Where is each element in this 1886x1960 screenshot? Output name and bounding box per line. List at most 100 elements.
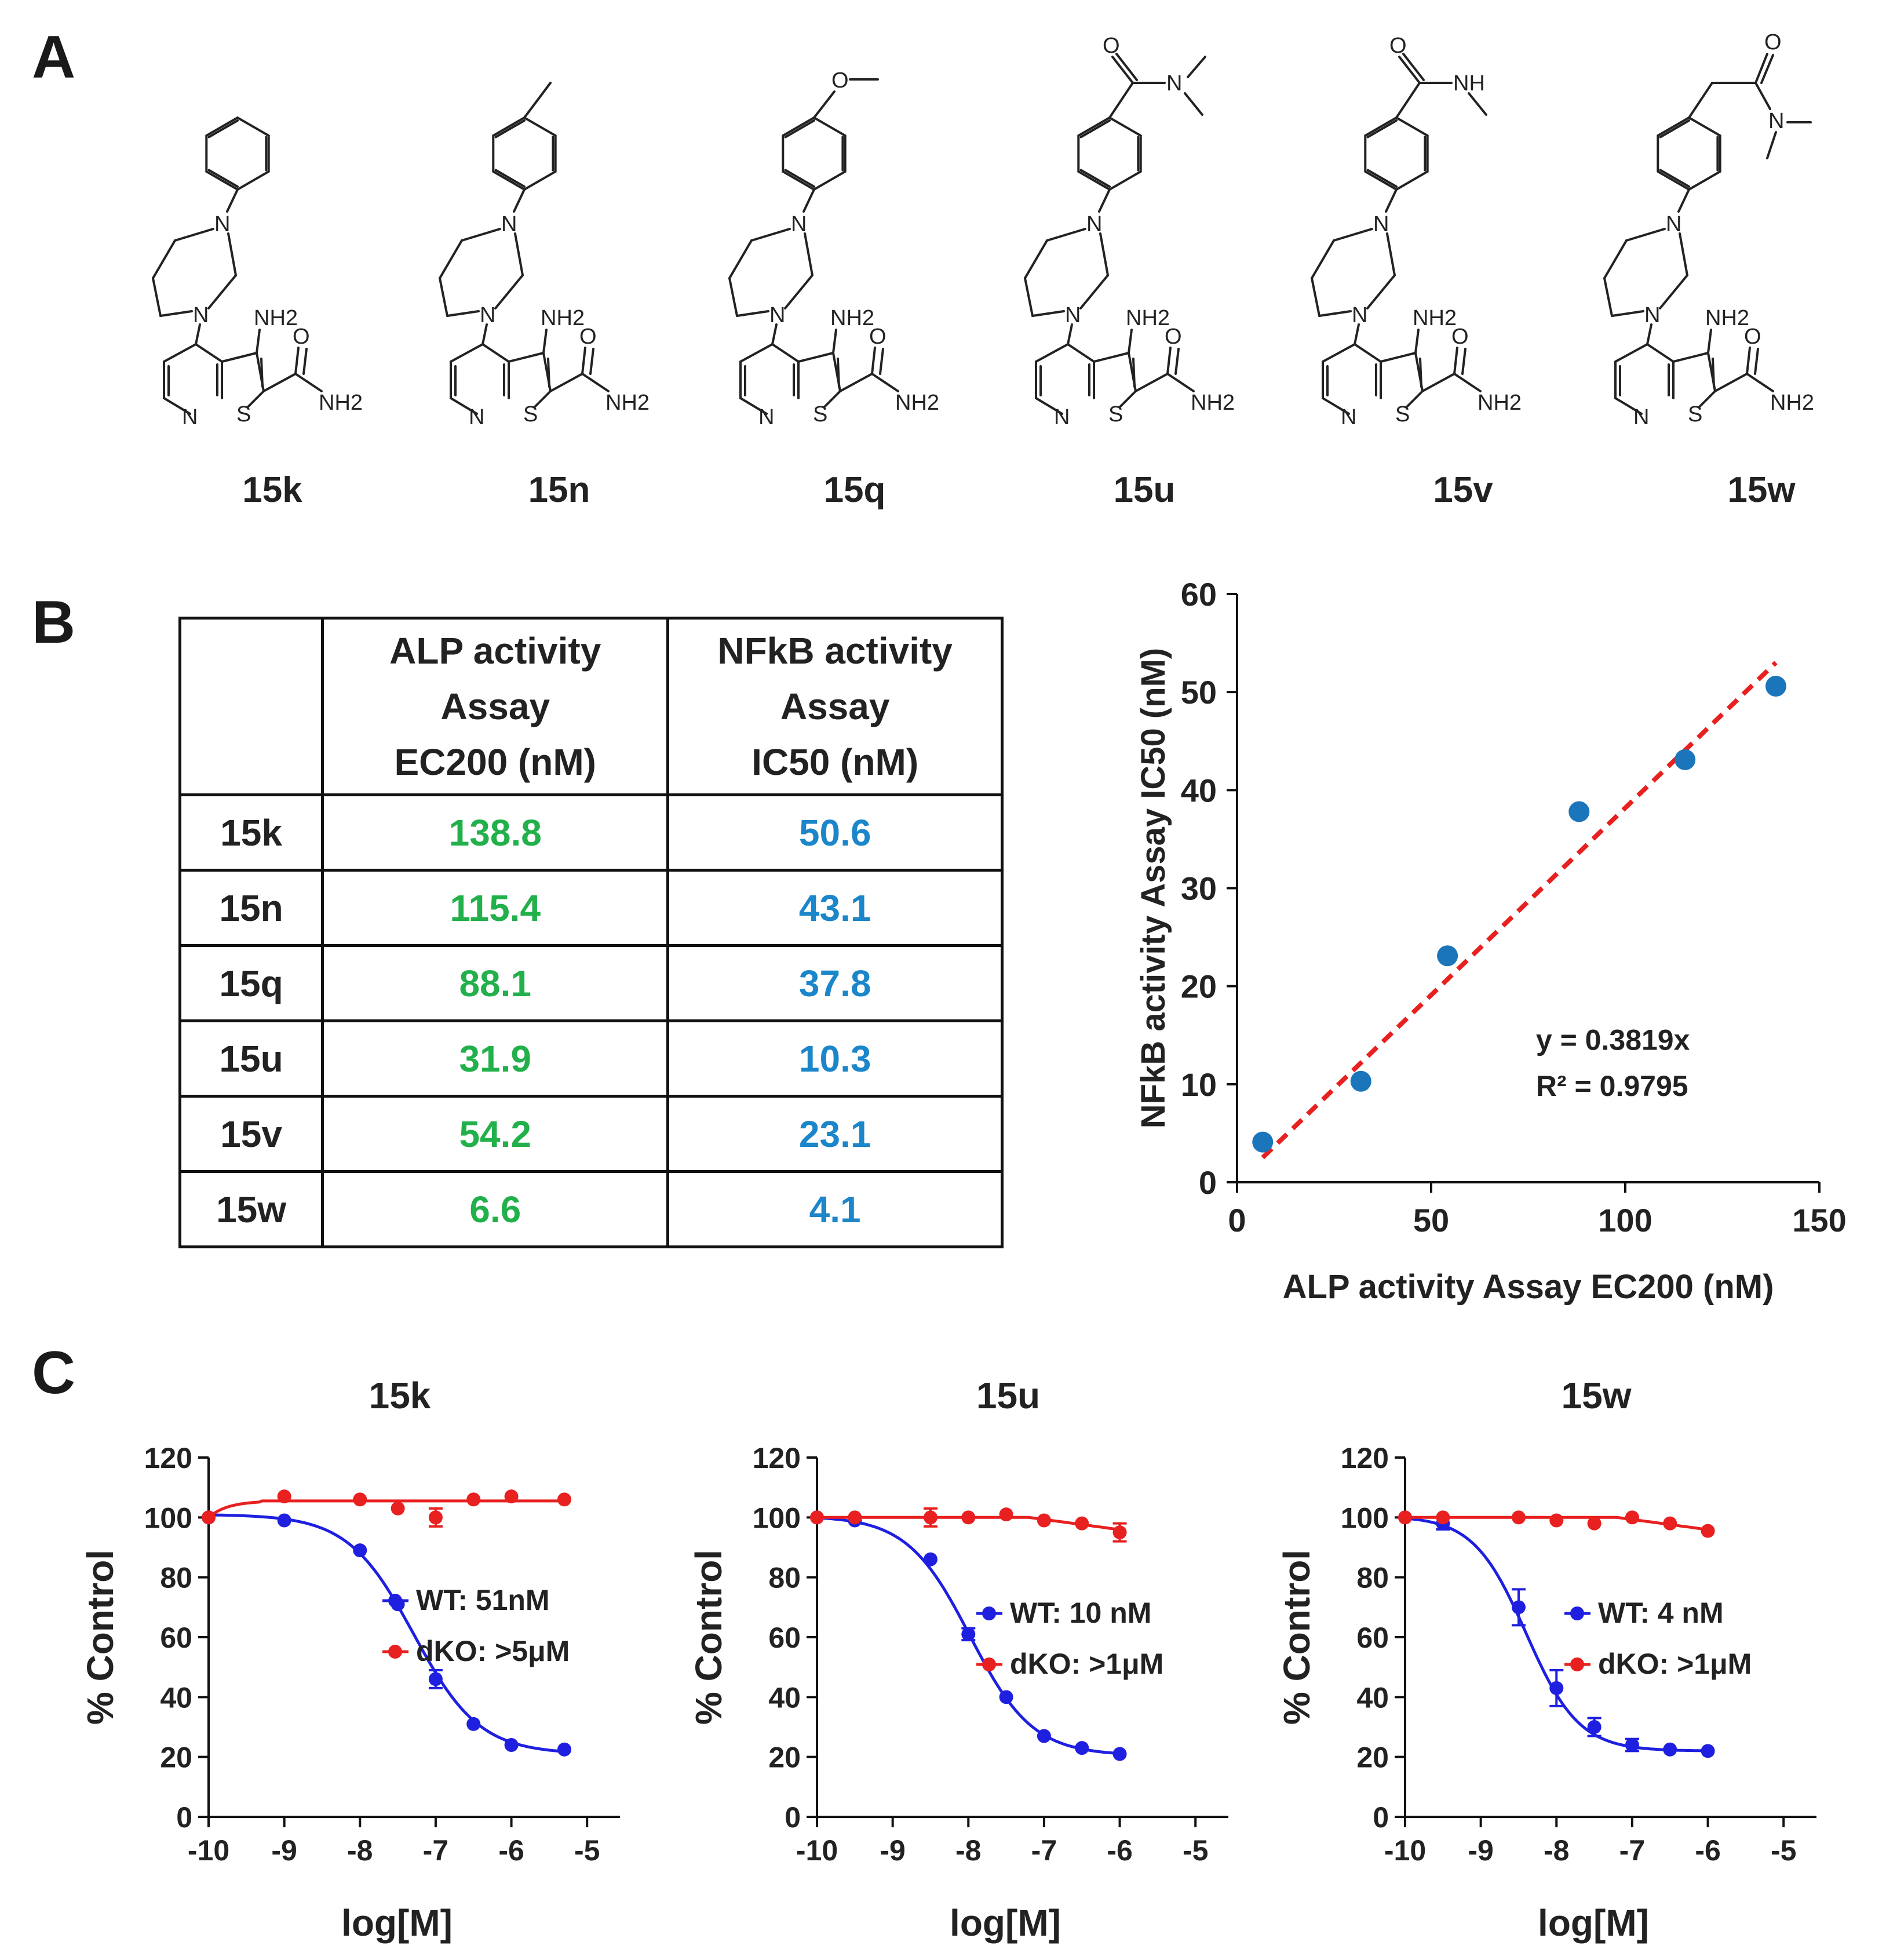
pyridine-bond [739,343,774,363]
wt-data-point [1037,1729,1051,1743]
legend-label: dKO: >5μM [416,1635,570,1667]
wt-data-point [353,1543,367,1558]
legend-label: dKO: >1μM [1598,1648,1752,1680]
x-tick-label: -7 [1031,1834,1057,1867]
atom-n: N [1054,405,1070,429]
panel-label-b: B [32,589,76,656]
trendline [1261,661,1778,1160]
c-o-bond [1111,56,1134,84]
c-n-bond [581,373,610,392]
ring-bond [159,310,193,317]
atom-n: N [501,212,517,236]
y-tick-label: 0 [785,1801,801,1834]
dko-fit-curve [207,1499,564,1519]
ring-bond [728,277,738,317]
wt-data-point [1587,1720,1602,1734]
atom-n: N [1633,405,1649,429]
atom-nh2: NH2 [319,391,363,415]
y-tick-label: 0 [1199,1164,1217,1201]
compound-label-15u: 15u [1113,470,1176,510]
amine-bond [832,329,837,354]
atom-n: N [1352,303,1367,327]
table-cell-nfkb: 43.1 [666,869,1004,947]
dko-data-point [1037,1513,1051,1528]
ring-bond [784,274,814,309]
wt-fit-curve [209,1513,565,1753]
n-aryl-bond [802,188,815,213]
x-tick-label: -5 [1183,1834,1208,1867]
n-aryl-bond [1385,188,1398,213]
c-o-double [1174,348,1180,375]
y-axis-label: % Control [1276,1550,1318,1725]
x-tick-label: -9 [271,1834,297,1867]
x-tick-label: -6 [498,1834,524,1867]
ring-bond [1311,277,1320,317]
wt-data-point [1701,1744,1715,1758]
atom-o: O [1744,325,1761,349]
ring-bond [1099,232,1109,276]
n-aryl-bond [226,188,239,213]
y-tick-label: 40 [768,1681,801,1714]
atom-n: N [1086,212,1102,236]
ring-bond [804,232,814,276]
wt-fit-curve [1405,1517,1708,1753]
pyridine-bond [1614,343,1648,363]
table-row: 15k 138.8 50.6 [178,793,1004,872]
wt-data-point [1112,1747,1127,1761]
table-cell-nfkb: 10.3 [666,1019,1004,1098]
atom-n: N [182,405,198,429]
pyridine-bond [1067,343,1095,363]
pyridine-bond [1354,343,1382,363]
y-tick-label: 60 [1356,1622,1389,1654]
dko-data-point [1701,1524,1715,1538]
atom-n: N [1768,109,1784,133]
table-header-nfkb: NFkB activity Assay IC50 (nM) [666,617,1004,796]
panel-label-a: A [32,24,76,91]
y-tick-label: 20 [768,1742,801,1774]
legend-label: WT: 4 nM [1598,1597,1724,1629]
dko-data-point [557,1492,572,1507]
atom-o: O [1103,34,1120,58]
dko-data-point [1075,1516,1089,1531]
n-c-bond [481,323,488,345]
thiophene-bond [1672,352,1709,363]
atom-n: N [1666,212,1681,236]
dko-data-point [810,1510,824,1525]
chart-title: 15w [1562,1375,1632,1416]
atom-n: N [480,303,495,327]
dose-response-chart-15k: 15k 0 20 40 60 80 100 120 -10 -9 -8 -7 -6 -5 log[M] % C… [79,1375,620,1944]
y-tick-label: 60 [1181,576,1217,613]
double-bond [494,169,526,188]
wt-data-point [1663,1742,1677,1757]
y-tick-label: 40 [160,1681,192,1714]
legend-marker [388,1645,402,1659]
c-n-bond [1453,373,1482,392]
atom-nh2: NH2 [541,306,585,330]
c-o-bond [1746,347,1751,375]
c-o-bond [1453,347,1458,375]
table-cell-nfkb: 4.1 [666,1170,1004,1248]
atom-nh2: NH2 [1478,391,1522,415]
thiophene-bond [508,352,545,363]
dko-data-point [961,1510,976,1525]
wt-data-point [277,1513,291,1528]
c-o-bond [871,347,876,375]
thiophene-bond [797,352,834,363]
atom-o: O [1451,325,1469,349]
atom-o: O [579,325,597,349]
amide-bond [1421,373,1455,392]
amide-bond [549,373,583,392]
n-aryl-bond [1677,188,1690,213]
table-cell-alp: 6.6 [321,1170,670,1248]
dose-response-chart-15w: 15w 0 20 40 60 80 100 120 -10 -9 -8 -7 -6 -5 log[M] % C… [1276,1375,1816,1944]
table-cell-name: 15n [178,869,324,947]
ring-bond [439,277,448,317]
atom-o: O [293,325,310,349]
x-tick-label: -10 [1384,1834,1426,1867]
amide-bond [262,373,297,392]
c-n-bond [1166,373,1195,392]
double-bond [784,119,815,139]
